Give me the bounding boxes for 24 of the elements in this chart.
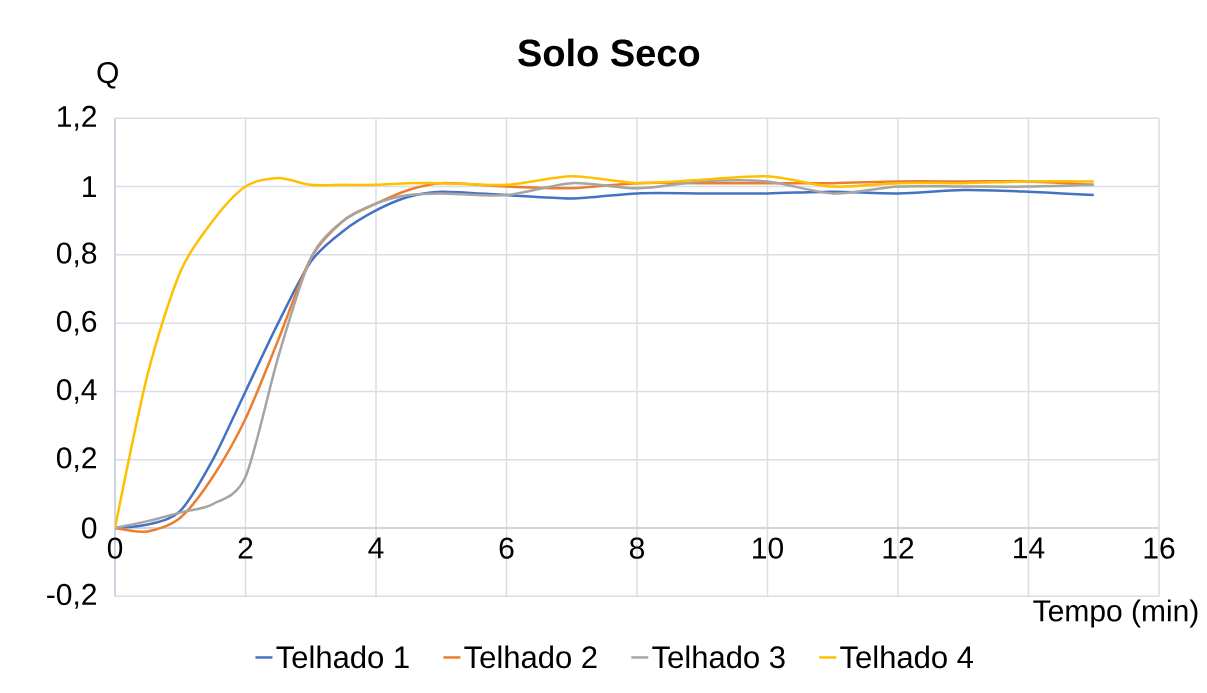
y-tick-label: 1 [83,176,97,197]
y-tick-label: -0,2 [47,583,96,609]
y-tick-label: 0,4 [56,379,97,404]
y-tick-label: 0 [81,517,97,539]
y-tick-label: 0,8 [56,242,97,268]
x-tick-label: 0 [107,537,123,559]
x-tick-label: 10 [753,537,784,559]
y-tick-label: 1,2 [58,105,96,131]
legend-label: Telhado 3 [652,645,785,669]
y-tick-label: 0,6 [56,310,97,336]
y-tick-label: 0,2 [56,447,96,473]
legend-label: Telhado 1 [276,645,409,669]
legend-label: Telhado 2 [464,645,597,669]
x-tick-label: 12 [883,537,914,559]
y-axis-title: Q [97,61,118,89]
x-tick-label: 6 [499,537,514,559]
x-tick-label: 4 [368,537,384,559]
x-tick-label: 14 [1014,537,1045,559]
chart-title: Solo Seco [518,38,700,67]
legend-label: Telhado 4 [840,645,973,669]
x-tick-label: 8 [629,537,645,559]
x-tick-label: 16 [1144,537,1175,559]
x-axis-title: Tempo (min) [1033,599,1198,628]
x-tick-label: 2 [238,537,253,559]
